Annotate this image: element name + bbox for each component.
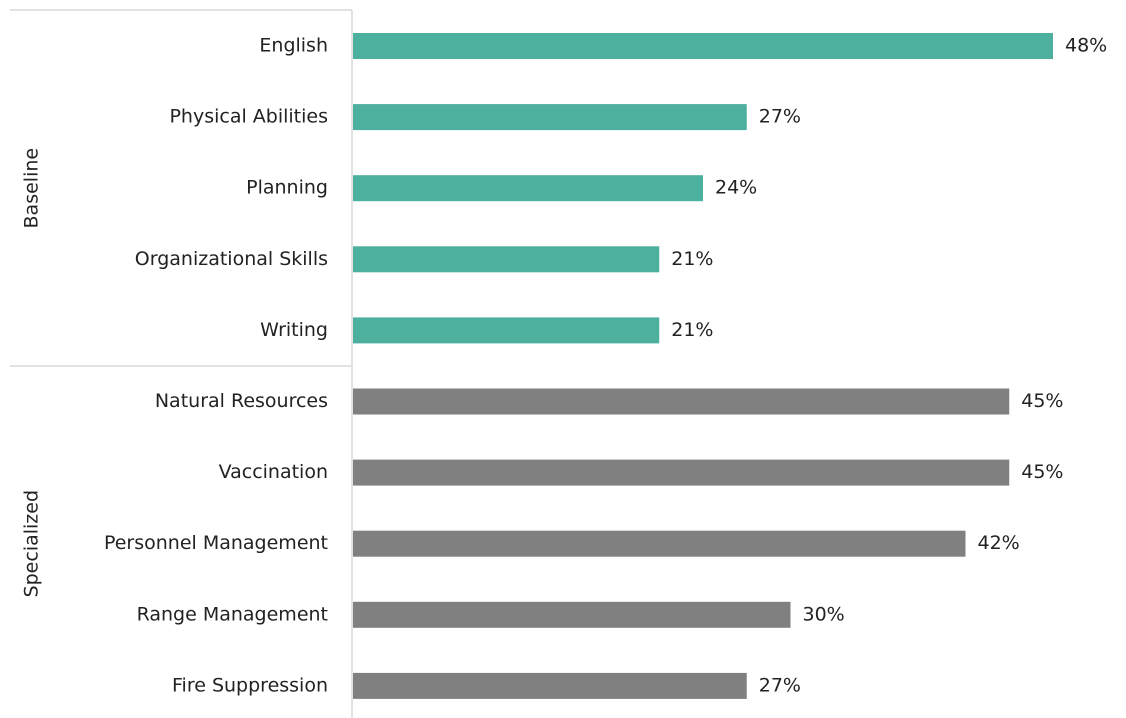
bar — [353, 33, 1053, 59]
value-label: 21% — [671, 248, 713, 270]
category-label: Writing — [260, 319, 328, 341]
category-label: Range Management — [137, 603, 328, 625]
bar — [353, 104, 747, 131]
value-label: 27% — [759, 674, 801, 696]
group-label: Baseline — [21, 148, 43, 229]
bar — [353, 672, 747, 699]
category-label: English — [259, 35, 328, 57]
value-label: 48% — [1065, 35, 1107, 57]
bar — [353, 530, 966, 557]
bar — [353, 601, 791, 628]
value-label: 45% — [1021, 461, 1063, 483]
bar — [353, 388, 1010, 415]
bar — [353, 459, 1010, 486]
bar — [353, 246, 660, 273]
category-label: Organizational Skills — [135, 248, 328, 270]
value-label: 42% — [978, 532, 1020, 554]
value-label: 27% — [759, 106, 801, 128]
category-label: Physical Abilities — [169, 106, 328, 128]
group-label: Specialized — [21, 490, 43, 597]
value-label: 21% — [671, 319, 713, 341]
category-label: Vaccination — [219, 461, 328, 483]
category-label: Personnel Management — [104, 532, 328, 554]
category-label: Planning — [246, 177, 328, 199]
value-label: 24% — [715, 177, 757, 199]
value-label: 30% — [803, 603, 845, 625]
value-label: 45% — [1021, 390, 1063, 412]
bar — [353, 175, 703, 202]
bar — [353, 317, 660, 344]
category-label: Natural Resources — [155, 390, 328, 412]
category-label: Fire Suppression — [172, 674, 328, 696]
